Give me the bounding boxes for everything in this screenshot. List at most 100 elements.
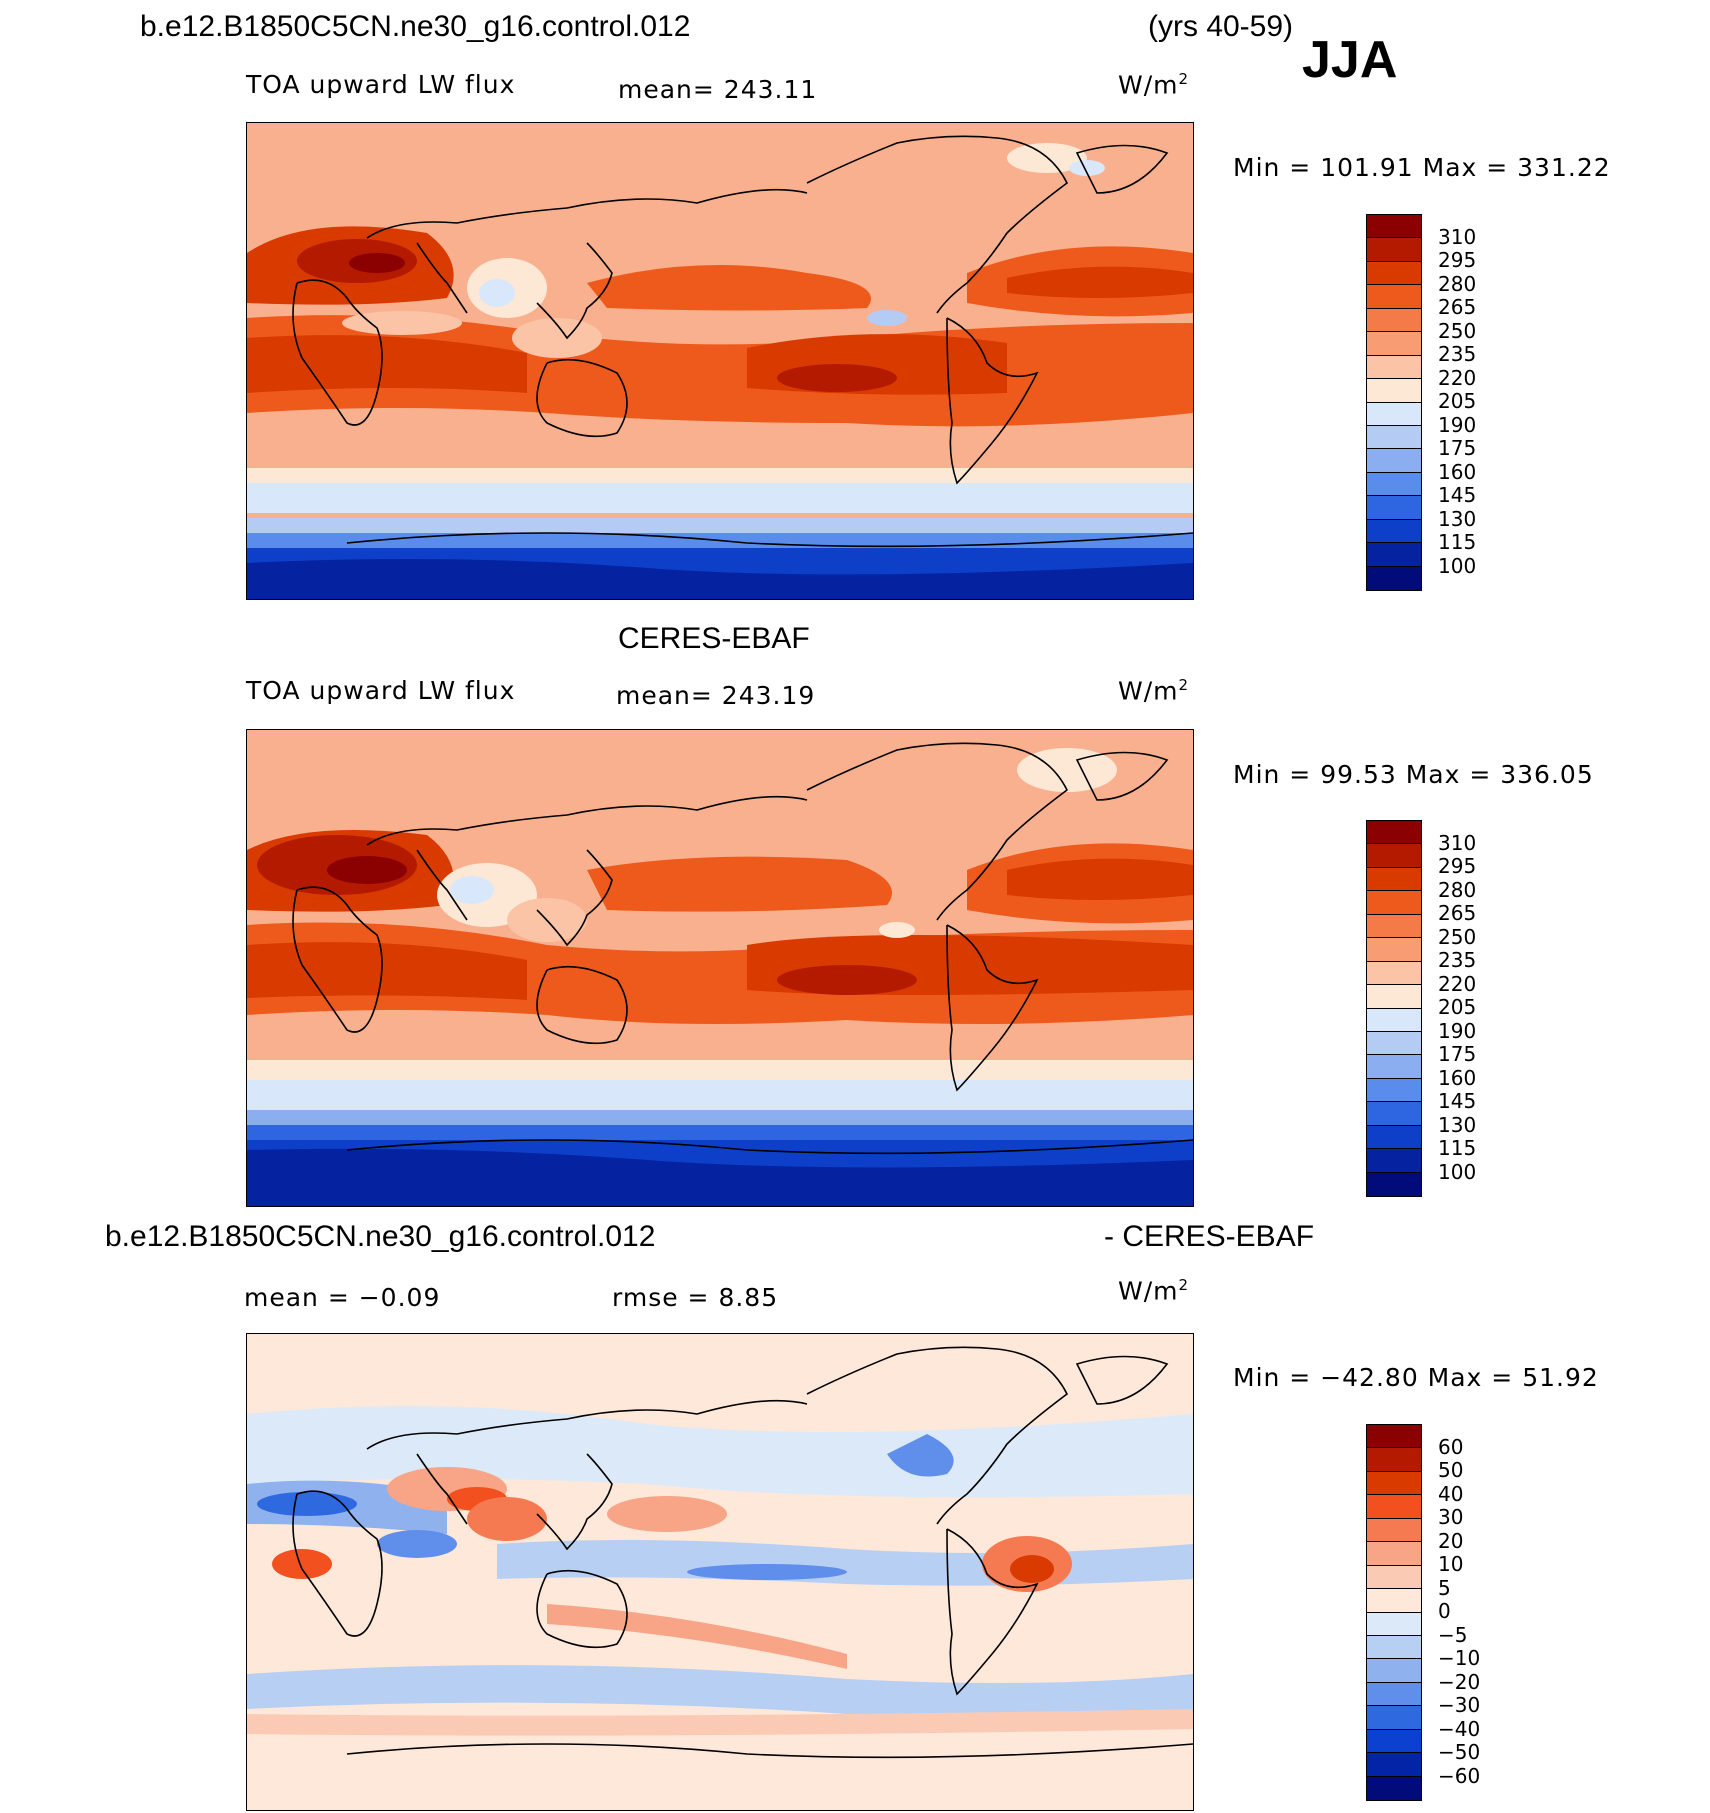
colorbar-tick: 160 xyxy=(1438,1066,1477,1090)
panel3-title-right: - CERES-EBAF xyxy=(1104,1220,1315,1253)
colorbar-tick: 265 xyxy=(1438,295,1477,319)
colorbar-cell xyxy=(1367,472,1421,497)
colorbar-tick: 115 xyxy=(1438,530,1477,554)
colorbar-cell xyxy=(1367,1753,1421,1777)
colorbar-cell xyxy=(1367,496,1421,520)
colorbar-tick: 130 xyxy=(1438,1113,1477,1137)
colorbar-cell xyxy=(1367,821,1421,845)
colorbar-tick: 190 xyxy=(1438,1019,1477,1043)
colorbar-tick: 310 xyxy=(1438,831,1477,855)
colorbar-cell xyxy=(1367,379,1421,403)
panel2-title: CERES-EBAF xyxy=(618,622,810,655)
colorbar-tick: 295 xyxy=(1438,248,1477,272)
panel1-variable: TOA upward LW flux xyxy=(246,70,516,99)
colorbar-cell xyxy=(1367,1031,1421,1056)
panel1-units: W/m2 xyxy=(1118,70,1190,100)
panel1-mean: mean= 243.11 xyxy=(618,75,818,104)
colorbar-tick: 115 xyxy=(1438,1136,1477,1160)
colorbar-tick: 190 xyxy=(1438,413,1477,437)
colorbar-tick: −5 xyxy=(1438,1623,1468,1647)
colorbar-tick: −10 xyxy=(1438,1646,1481,1670)
panel2-variable: TOA upward LW flux xyxy=(246,676,516,705)
colorbar-tick: 235 xyxy=(1438,342,1477,366)
colorbar-tick: 175 xyxy=(1438,1042,1477,1066)
colorbar-cell xyxy=(1367,285,1421,309)
colorbar-tick: 5 xyxy=(1438,1576,1451,1600)
colorbar-cell xyxy=(1367,1425,1421,1449)
panel1-minmax: Min = 101.91 Max = 331.22 xyxy=(1233,153,1611,182)
colorbar-cell xyxy=(1367,1542,1421,1566)
colorbar-tick: 175 xyxy=(1438,436,1477,460)
colorbar-cell xyxy=(1367,1776,1421,1800)
colorbar-cell xyxy=(1367,891,1421,915)
panel3-mean: mean = −0.09 xyxy=(244,1283,441,1312)
colorbar-cell xyxy=(1367,1589,1421,1613)
colorbar-cell xyxy=(1367,261,1421,286)
colorbar-cell xyxy=(1367,238,1421,262)
colorbar-tick: 10 xyxy=(1438,1552,1464,1576)
panel3-map xyxy=(246,1333,1194,1811)
colorbar-cell xyxy=(1367,961,1421,986)
colorbar-tick: 235 xyxy=(1438,948,1477,972)
colorbar-cell xyxy=(1367,985,1421,1009)
colorbar-tick: 205 xyxy=(1438,995,1477,1019)
colorbar-cell xyxy=(1367,1659,1421,1683)
colorbar-cell xyxy=(1367,332,1421,356)
colorbar-cell xyxy=(1367,402,1421,426)
colorbar-cell xyxy=(1367,1495,1421,1519)
colorbar-cell xyxy=(1367,215,1421,239)
colorbar-cell xyxy=(1367,1471,1421,1496)
colorbar-tick: −40 xyxy=(1438,1717,1481,1741)
panel3-minmax: Min = −42.80 Max = 51.92 xyxy=(1233,1363,1599,1392)
colorbar-tick: 220 xyxy=(1438,972,1477,996)
colorbar-cell xyxy=(1367,1102,1421,1126)
colorbar-tick: 280 xyxy=(1438,878,1477,902)
colorbar-tick: 160 xyxy=(1438,460,1477,484)
colorbar-cell xyxy=(1367,844,1421,868)
panel2-colorbar xyxy=(1366,820,1422,1197)
colorbar-tick: 280 xyxy=(1438,272,1477,296)
panel3-title-left: b.e12.B1850C5CN.ne30_g16.control.012 xyxy=(105,1220,656,1253)
colorbar-tick: 20 xyxy=(1438,1529,1464,1553)
panel2-units: W/m2 xyxy=(1118,676,1190,706)
colorbar-tick: 250 xyxy=(1438,319,1477,343)
colorbar-cell xyxy=(1367,1682,1421,1707)
colorbar-cell xyxy=(1367,1565,1421,1590)
colorbar-tick: 295 xyxy=(1438,854,1477,878)
colorbar-tick: 60 xyxy=(1438,1435,1464,1459)
colorbar-cell xyxy=(1367,1078,1421,1103)
case-title: b.e12.B1850C5CN.ne30_g16.control.012 xyxy=(140,10,691,43)
colorbar-tick: 40 xyxy=(1438,1482,1464,1506)
panel1-map xyxy=(246,122,1194,600)
colorbar-cell xyxy=(1367,1518,1421,1543)
colorbar-cell xyxy=(1367,867,1421,892)
colorbar-cell xyxy=(1367,543,1421,567)
panel2-map xyxy=(246,729,1194,1207)
colorbar-tick: −30 xyxy=(1438,1693,1481,1717)
colorbar-tick: 0 xyxy=(1438,1599,1451,1623)
colorbar-cell xyxy=(1367,1172,1421,1196)
panel3-rmse: rmse = 8.85 xyxy=(612,1283,779,1312)
colorbar-cell xyxy=(1367,1008,1421,1032)
colorbar-tick: −60 xyxy=(1438,1764,1481,1788)
colorbar-cell xyxy=(1367,519,1421,544)
colorbar-cell xyxy=(1367,425,1421,450)
years-label: (yrs 40-59) xyxy=(1148,10,1294,43)
colorbar-tick: 265 xyxy=(1438,901,1477,925)
colorbar-cell xyxy=(1367,914,1421,939)
colorbar-tick: 220 xyxy=(1438,366,1477,390)
colorbar-cell xyxy=(1367,1612,1421,1636)
colorbar-tick: 100 xyxy=(1438,1160,1477,1184)
colorbar-cell xyxy=(1367,1729,1421,1754)
panel2-minmax: Min = 99.53 Max = 336.05 xyxy=(1233,760,1594,789)
colorbar-tick: −50 xyxy=(1438,1740,1481,1764)
panel2-mean: mean= 243.19 xyxy=(616,681,816,710)
colorbar-cell xyxy=(1367,355,1421,380)
colorbar-tick: −20 xyxy=(1438,1670,1481,1694)
colorbar-cell xyxy=(1367,1055,1421,1079)
season-label: JJA xyxy=(1302,31,1398,89)
colorbar-cell xyxy=(1367,1149,1421,1173)
colorbar-cell xyxy=(1367,566,1421,590)
colorbar-cell xyxy=(1367,1706,1421,1730)
panel3-units: W/m2 xyxy=(1118,1276,1190,1306)
